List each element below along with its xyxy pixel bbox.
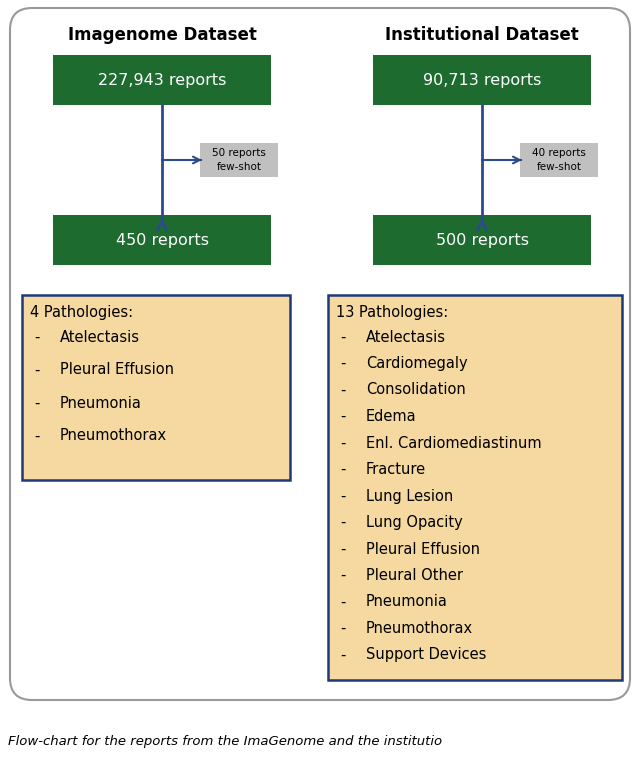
Text: -: - [340, 409, 346, 424]
Text: -: - [340, 435, 346, 451]
Text: -: - [340, 462, 346, 477]
Text: Pneumonia: Pneumonia [366, 594, 448, 610]
FancyBboxPatch shape [200, 143, 278, 177]
Text: 40 reports
few-shot: 40 reports few-shot [532, 148, 586, 171]
Text: Institutional Dataset: Institutional Dataset [385, 26, 579, 44]
Text: -: - [34, 362, 40, 377]
Text: Support Devices: Support Devices [366, 648, 486, 663]
Text: -: - [34, 396, 40, 410]
FancyBboxPatch shape [520, 143, 598, 177]
Text: Pneumothorax: Pneumothorax [366, 621, 473, 636]
Text: Pleural Effusion: Pleural Effusion [60, 362, 174, 377]
Text: -: - [340, 542, 346, 556]
Text: Pneumothorax: Pneumothorax [60, 428, 167, 444]
Text: Atelectasis: Atelectasis [366, 330, 446, 345]
Text: 4 Pathologies:: 4 Pathologies: [30, 304, 133, 320]
FancyBboxPatch shape [10, 8, 630, 700]
Text: Fracture: Fracture [366, 462, 426, 477]
Text: -: - [340, 330, 346, 345]
Text: Imagenome Dataset: Imagenome Dataset [68, 26, 257, 44]
Text: Pleural Other: Pleural Other [366, 568, 463, 583]
Text: -: - [34, 330, 40, 345]
FancyBboxPatch shape [328, 295, 622, 680]
Text: Flow-chart for the reports from the ImaGenome and the institutio: Flow-chart for the reports from the ImaG… [8, 735, 442, 749]
FancyBboxPatch shape [22, 295, 290, 480]
Text: -: - [340, 568, 346, 583]
Text: Enl. Cardiomediastinum: Enl. Cardiomediastinum [366, 435, 541, 451]
Text: 227,943 reports: 227,943 reports [98, 72, 226, 88]
FancyBboxPatch shape [373, 55, 591, 105]
Text: -: - [340, 515, 346, 530]
FancyBboxPatch shape [373, 215, 591, 265]
Text: Pleural Effusion: Pleural Effusion [366, 542, 480, 556]
Text: -: - [340, 648, 346, 663]
Text: 500 reports: 500 reports [435, 233, 529, 247]
Text: -: - [340, 489, 346, 504]
Text: 13 Pathologies:: 13 Pathologies: [336, 304, 448, 320]
Text: 450 reports: 450 reports [115, 233, 209, 247]
Text: -: - [34, 428, 40, 444]
Text: Atelectasis: Atelectasis [60, 330, 140, 345]
Text: Consolidation: Consolidation [366, 383, 466, 397]
Text: Edema: Edema [366, 409, 417, 424]
Text: Lung Opacity: Lung Opacity [366, 515, 463, 530]
Text: -: - [340, 594, 346, 610]
Text: 50 reports
few-shot: 50 reports few-shot [212, 148, 266, 171]
Text: -: - [340, 621, 346, 636]
Text: Pneumonia: Pneumonia [60, 396, 142, 410]
Text: Cardiomegaly: Cardiomegaly [366, 356, 468, 371]
Text: Lung Lesion: Lung Lesion [366, 489, 453, 504]
Text: -: - [340, 356, 346, 371]
Text: -: - [340, 383, 346, 397]
FancyBboxPatch shape [53, 55, 271, 105]
Text: 90,713 reports: 90,713 reports [423, 72, 541, 88]
FancyBboxPatch shape [53, 215, 271, 265]
